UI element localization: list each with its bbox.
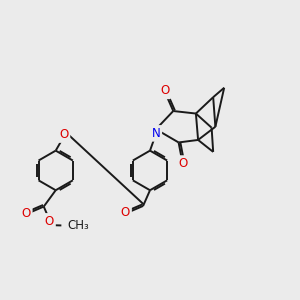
Text: O: O bbox=[121, 206, 130, 219]
Text: O: O bbox=[22, 207, 31, 220]
Text: O: O bbox=[59, 128, 68, 141]
Text: CH₃: CH₃ bbox=[68, 219, 89, 232]
Text: O: O bbox=[178, 157, 187, 170]
Text: O: O bbox=[160, 84, 170, 98]
Text: O: O bbox=[45, 215, 54, 228]
Text: N: N bbox=[152, 127, 160, 140]
